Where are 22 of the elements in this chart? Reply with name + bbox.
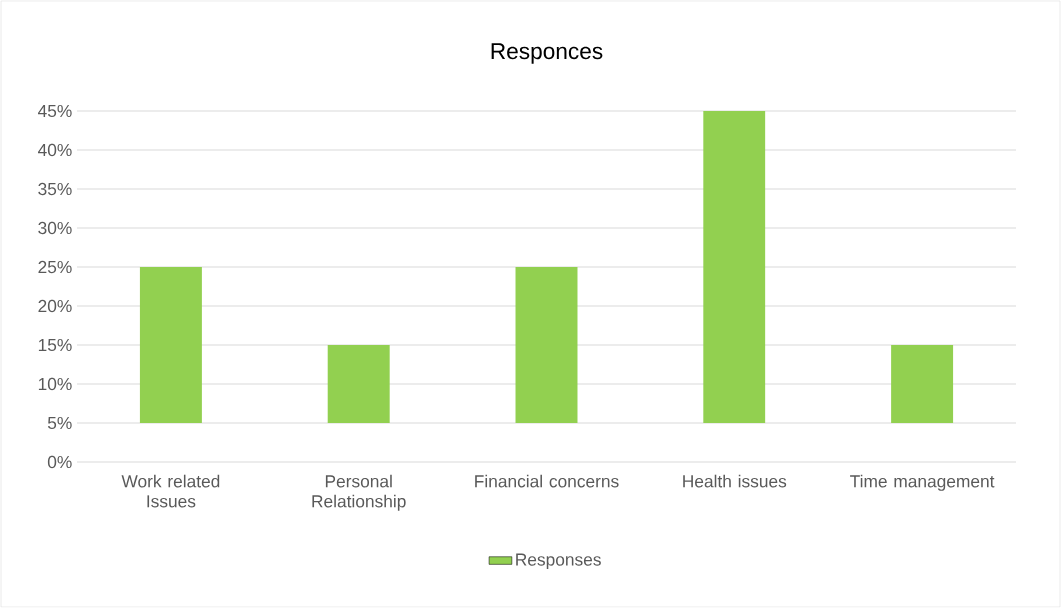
y-tick-label: 20% <box>38 299 72 313</box>
y-tick-label: 35% <box>38 182 72 196</box>
y-tick-label: 45% <box>38 104 72 118</box>
bar <box>891 345 954 423</box>
y-tick-label: 15% <box>38 338 72 352</box>
y-tick-label: 10% <box>38 377 72 391</box>
bar <box>139 267 202 423</box>
x-tick-label: Health issues <box>683 474 787 488</box>
chart-title: Responces <box>491 43 603 64</box>
y-tick-label: 30% <box>38 221 72 235</box>
legend-label: Responses <box>516 553 601 570</box>
bar <box>515 267 578 423</box>
y-tick-label: 0% <box>47 455 72 469</box>
x-tick-label: Financial concerns <box>475 474 619 488</box>
x-tick-label: Personal Relationship <box>312 474 406 511</box>
bar <box>327 345 390 423</box>
y-tick-label: 5% <box>47 416 72 430</box>
x-tick-label: Time management <box>850 474 995 491</box>
x-tick-label: Work related Issues <box>121 474 220 508</box>
y-tick-label: 40% <box>38 143 72 157</box>
y-tick-label: 25% <box>38 260 72 274</box>
bar <box>703 111 766 423</box>
